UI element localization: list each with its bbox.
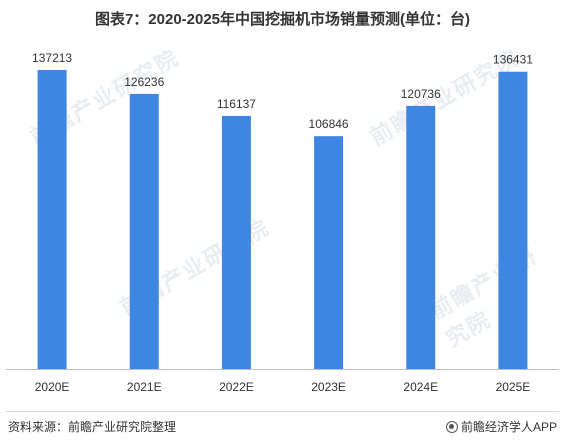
bar-2020E	[37, 70, 67, 369]
source-note: 资料来源：前瞻产业研究院整理	[8, 420, 177, 434]
x-tick-label-2021E: 2021E	[127, 380, 162, 394]
brand-icon	[445, 420, 458, 433]
bar-2023E	[314, 136, 344, 369]
data-label-2025E: 136431	[493, 53, 533, 67]
x-tick-label-2020E: 2020E	[35, 380, 70, 394]
x-tick-label-2022E: 2022E	[219, 380, 254, 394]
data-label-2023E: 106846	[309, 117, 349, 131]
chart-title: 图表7：2020-2025年中国挖掘机市场销量预测(单位：台)	[94, 11, 471, 28]
x-tick-label-2025E: 2025E	[496, 380, 531, 394]
bar-2022E	[221, 115, 251, 370]
data-label-2020E: 137213	[32, 51, 72, 65]
x-tick-label-2023E: 2023E	[311, 380, 346, 394]
bar-2024E	[406, 105, 436, 369]
data-label-2024E: 120736	[401, 87, 441, 101]
brand-text: 前瞻经济学人APP	[460, 420, 557, 434]
footer-divider	[6, 411, 559, 412]
data-label-2022E: 116137	[217, 97, 256, 111]
bar-2025E	[498, 71, 528, 370]
data-label-2021E: 126236	[124, 75, 164, 89]
bar-2021E	[129, 93, 159, 369]
bar-chart: 137213 2020E 126236 2021E 116137 2022E 106846 2…	[6, 51, 559, 394]
brand-logo: 前瞻经济学人APP	[445, 418, 557, 435]
x-tick-label-2024E: 2024E	[403, 380, 438, 394]
